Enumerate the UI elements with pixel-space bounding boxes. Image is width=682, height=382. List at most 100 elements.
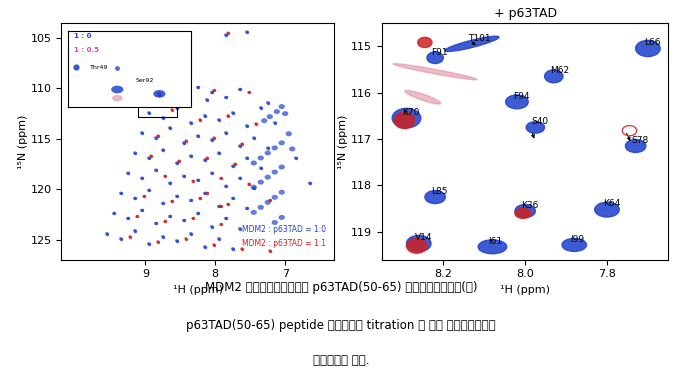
Ellipse shape (115, 69, 117, 72)
Point (160, 219, 170, 225)
Ellipse shape (212, 136, 216, 139)
Ellipse shape (119, 237, 123, 240)
Point (222, 113, 233, 119)
Point (209, 241, 220, 248)
Ellipse shape (427, 52, 443, 63)
Point (194, 195, 205, 201)
Ellipse shape (156, 101, 162, 106)
Ellipse shape (267, 114, 273, 119)
Ellipse shape (224, 217, 228, 220)
Ellipse shape (282, 111, 288, 116)
Point (192, 210, 203, 217)
Ellipse shape (248, 91, 250, 94)
Text: K64: K64 (603, 199, 620, 209)
Ellipse shape (147, 242, 151, 245)
Ellipse shape (154, 222, 158, 225)
Point (248, 185, 259, 191)
Ellipse shape (133, 151, 137, 155)
Point (201, 155, 212, 161)
Ellipse shape (217, 237, 221, 240)
X-axis label: ¹H (ppm): ¹H (ppm) (500, 285, 550, 295)
Ellipse shape (268, 199, 271, 202)
Point (188, 215, 198, 222)
Text: I99: I99 (570, 235, 584, 244)
Point (192, 84, 203, 91)
Ellipse shape (224, 33, 228, 37)
Point (112, 65, 123, 71)
Text: MDM2 : p63TAD = 1:1: MDM2 : p63TAD = 1:1 (242, 239, 326, 248)
Ellipse shape (231, 164, 235, 168)
Ellipse shape (147, 156, 151, 160)
Ellipse shape (161, 148, 165, 152)
Point (158, 233, 168, 240)
Ellipse shape (258, 155, 264, 160)
Ellipse shape (308, 181, 312, 185)
Point (164, 125, 175, 131)
Point (304, 180, 315, 186)
Point (192, 133, 203, 139)
Point (192, 177, 203, 183)
Ellipse shape (217, 151, 221, 155)
Point (183, 99, 194, 105)
Point (243, 181, 254, 187)
Ellipse shape (226, 203, 229, 206)
Ellipse shape (258, 205, 264, 210)
Point (213, 117, 224, 123)
Ellipse shape (425, 191, 445, 204)
Ellipse shape (261, 118, 267, 123)
Text: MDM2 단독상태（청색）와 p63TAD(50-65) 결합상태（적색）(좌): MDM2 단독상태（청색）와 p63TAD(50-65) 결합상태（적색）(좌) (205, 281, 477, 294)
Point (216, 175, 226, 181)
Ellipse shape (161, 202, 165, 205)
Ellipse shape (271, 146, 278, 151)
Ellipse shape (361, 114, 378, 127)
Y-axis label: ¹⁵N (ppm): ¹⁵N (ppm) (18, 114, 28, 168)
Ellipse shape (625, 139, 646, 152)
Ellipse shape (196, 86, 200, 89)
Ellipse shape (265, 200, 271, 205)
Point (154, 91, 165, 97)
Point (235, 175, 246, 181)
Point (199, 157, 210, 163)
Title: + p63TAD: + p63TAD (494, 7, 557, 20)
Ellipse shape (273, 121, 277, 124)
Ellipse shape (126, 172, 130, 175)
Point (143, 155, 154, 161)
Ellipse shape (238, 144, 241, 147)
Point (110, 67, 121, 73)
Point (108, 210, 119, 217)
Ellipse shape (198, 197, 201, 200)
Ellipse shape (250, 185, 257, 190)
Ellipse shape (203, 192, 207, 195)
Point (115, 236, 126, 242)
Ellipse shape (271, 170, 278, 175)
Ellipse shape (105, 232, 108, 235)
Ellipse shape (265, 175, 271, 180)
Point (220, 183, 231, 189)
Ellipse shape (198, 118, 201, 121)
Point (255, 105, 266, 111)
Ellipse shape (265, 151, 271, 155)
Text: V14: V14 (415, 233, 432, 242)
Point (115, 39, 126, 45)
Ellipse shape (268, 249, 271, 252)
Point (171, 160, 182, 166)
Ellipse shape (238, 176, 241, 180)
Ellipse shape (205, 192, 209, 195)
Point (201, 97, 212, 103)
Point (164, 79, 175, 86)
Point (241, 29, 252, 35)
Point (158, 200, 168, 206)
Ellipse shape (163, 220, 166, 223)
Ellipse shape (224, 96, 228, 99)
Point (248, 135, 259, 141)
Ellipse shape (163, 175, 166, 178)
Ellipse shape (220, 205, 222, 208)
Point (235, 143, 246, 149)
Point (130, 195, 140, 201)
Ellipse shape (153, 90, 166, 98)
Point (207, 170, 218, 176)
Point (213, 236, 224, 242)
Ellipse shape (278, 140, 285, 146)
Ellipse shape (112, 95, 123, 102)
Point (153, 239, 164, 245)
